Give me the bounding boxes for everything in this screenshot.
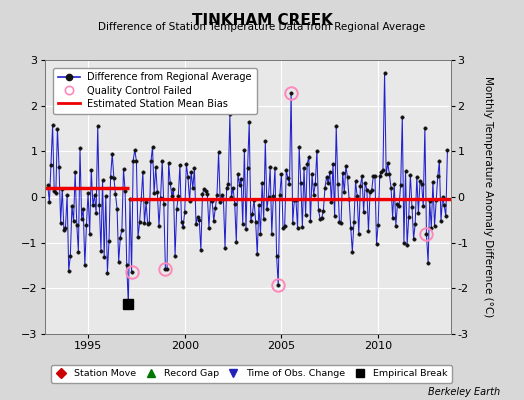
Text: Difference of Station Temperature Data from Regional Average: Difference of Station Temperature Data f… [99, 22, 425, 32]
Legend: Difference from Regional Average, Quality Control Failed, Estimated Station Mean: Difference from Regional Average, Qualit… [53, 68, 257, 114]
Text: TINKHAM CREEK: TINKHAM CREEK [192, 13, 332, 28]
Y-axis label: Monthly Temperature Anomaly Difference (°C): Monthly Temperature Anomaly Difference (… [483, 76, 493, 318]
Text: Berkeley Earth: Berkeley Earth [428, 387, 500, 397]
Legend: Station Move, Record Gap, Time of Obs. Change, Empirical Break: Station Move, Record Gap, Time of Obs. C… [51, 365, 452, 383]
